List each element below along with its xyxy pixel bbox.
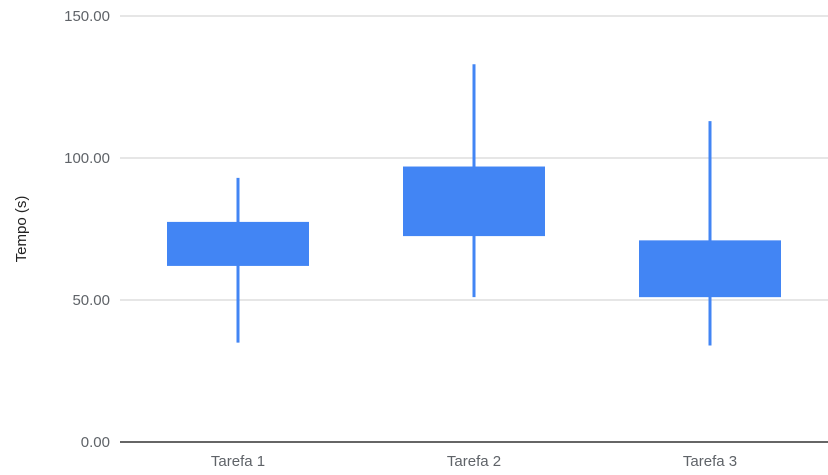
- x-tick-label: Tarefa 3: [683, 453, 737, 470]
- y-axis-title: Tempo (s): [13, 196, 30, 263]
- y-tick-label: 0.00: [81, 434, 110, 451]
- y-tick-label: 50.00: [72, 292, 110, 309]
- x-tick-label: Tarefa 1: [211, 453, 265, 470]
- candle-box: [167, 221, 309, 266]
- candle-box: [639, 240, 781, 298]
- candle-box: [403, 166, 545, 237]
- y-axis-ticks: 0.00 50.00 100.00 150.00: [64, 8, 110, 451]
- candle: [403, 64, 545, 298]
- candles: [167, 64, 781, 346]
- y-tick-label: 150.00: [64, 8, 110, 25]
- x-axis-ticks: Tarefa 1 Tarefa 2 Tarefa 3: [211, 453, 737, 470]
- candle: [167, 177, 309, 343]
- x-tick-label: Tarefa 2: [447, 453, 501, 470]
- y-tick-label: 100.00: [64, 150, 110, 167]
- candle: [639, 121, 781, 346]
